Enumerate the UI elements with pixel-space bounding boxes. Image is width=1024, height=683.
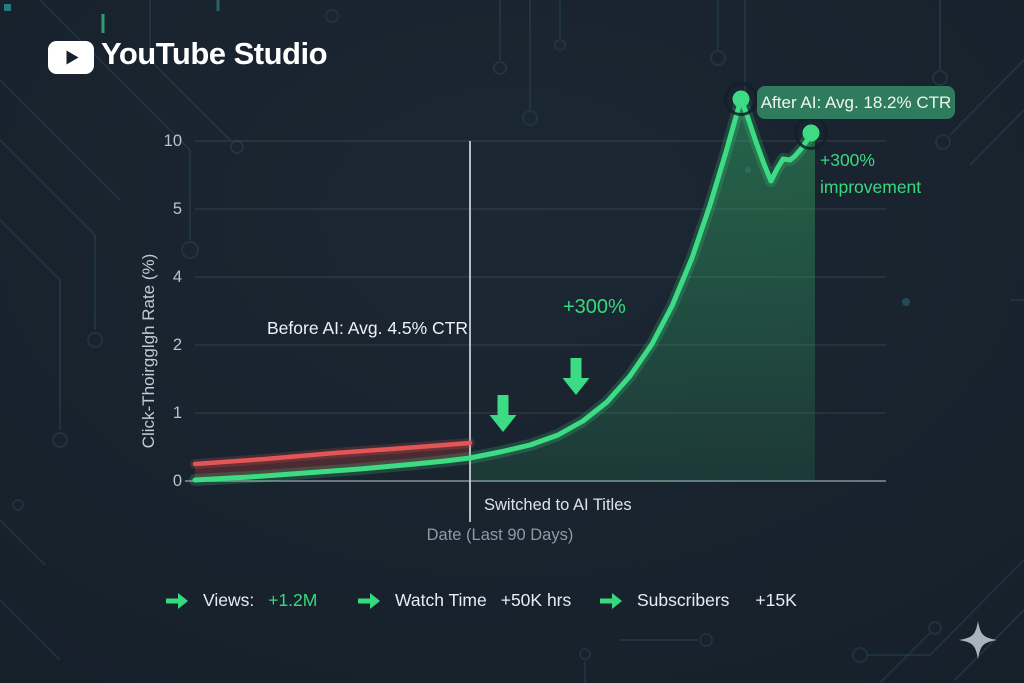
stat-label: Views: — [203, 590, 255, 610]
improvement-line1: +300% — [820, 150, 875, 170]
stat-label: Watch Time — [395, 590, 487, 610]
gain-annotation: +300% — [563, 296, 626, 318]
stat-value: +15K — [755, 590, 797, 610]
y-tick-5: 5 — [172, 200, 182, 218]
marker-ring — [724, 82, 758, 116]
before-ai-gap-fill — [195, 443, 470, 480]
y-tick-1: 1 — [172, 404, 182, 422]
youtube-play-icon — [48, 41, 94, 74]
down-arrow-icon — [489, 395, 517, 432]
improvement-line2: improvement — [820, 177, 922, 197]
before-ai-trend-line — [192, 440, 473, 467]
after-ai-tooltip: After AI: Avg. 18.2% CTR — [757, 86, 955, 119]
improvement-annotation: +300% improvement — [820, 147, 921, 201]
before-ai-annotation: Before AI: Avg. 4.5% CTR — [267, 318, 469, 338]
right-arrow-icon — [600, 592, 622, 609]
stat-value: +1.2M — [268, 590, 318, 610]
sparkle-icon — [959, 621, 997, 659]
ctr-line — [192, 96, 814, 483]
switch-event-label: Switched to AI Titles — [484, 496, 632, 514]
y-tick-0: 0 — [172, 472, 182, 490]
data-point-marker — [732, 90, 750, 108]
stat-views: Views: +1.2M — [166, 590, 317, 611]
stat-value: +50K hrs — [500, 590, 572, 610]
app-title: YouTube Studio — [101, 36, 328, 71]
right-arrow-icon — [166, 592, 188, 609]
down-arrow-icon — [562, 358, 590, 395]
y-tick-2: 2 — [172, 336, 182, 354]
y-tick-4: 4 — [172, 268, 182, 286]
stat-watch-time: Watch Time +50K hrs — [358, 590, 571, 611]
after-ai-area-fill — [470, 99, 815, 481]
data-point-marker — [802, 124, 820, 142]
right-arrow-icon — [358, 592, 380, 609]
stat-label: Subscribers — [637, 590, 730, 610]
y-tick-10: 10 — [163, 132, 182, 150]
x-axis-label: Date (Last 90 Days) — [426, 526, 574, 544]
stat-subscribers: Subscribers +15K — [600, 590, 797, 611]
